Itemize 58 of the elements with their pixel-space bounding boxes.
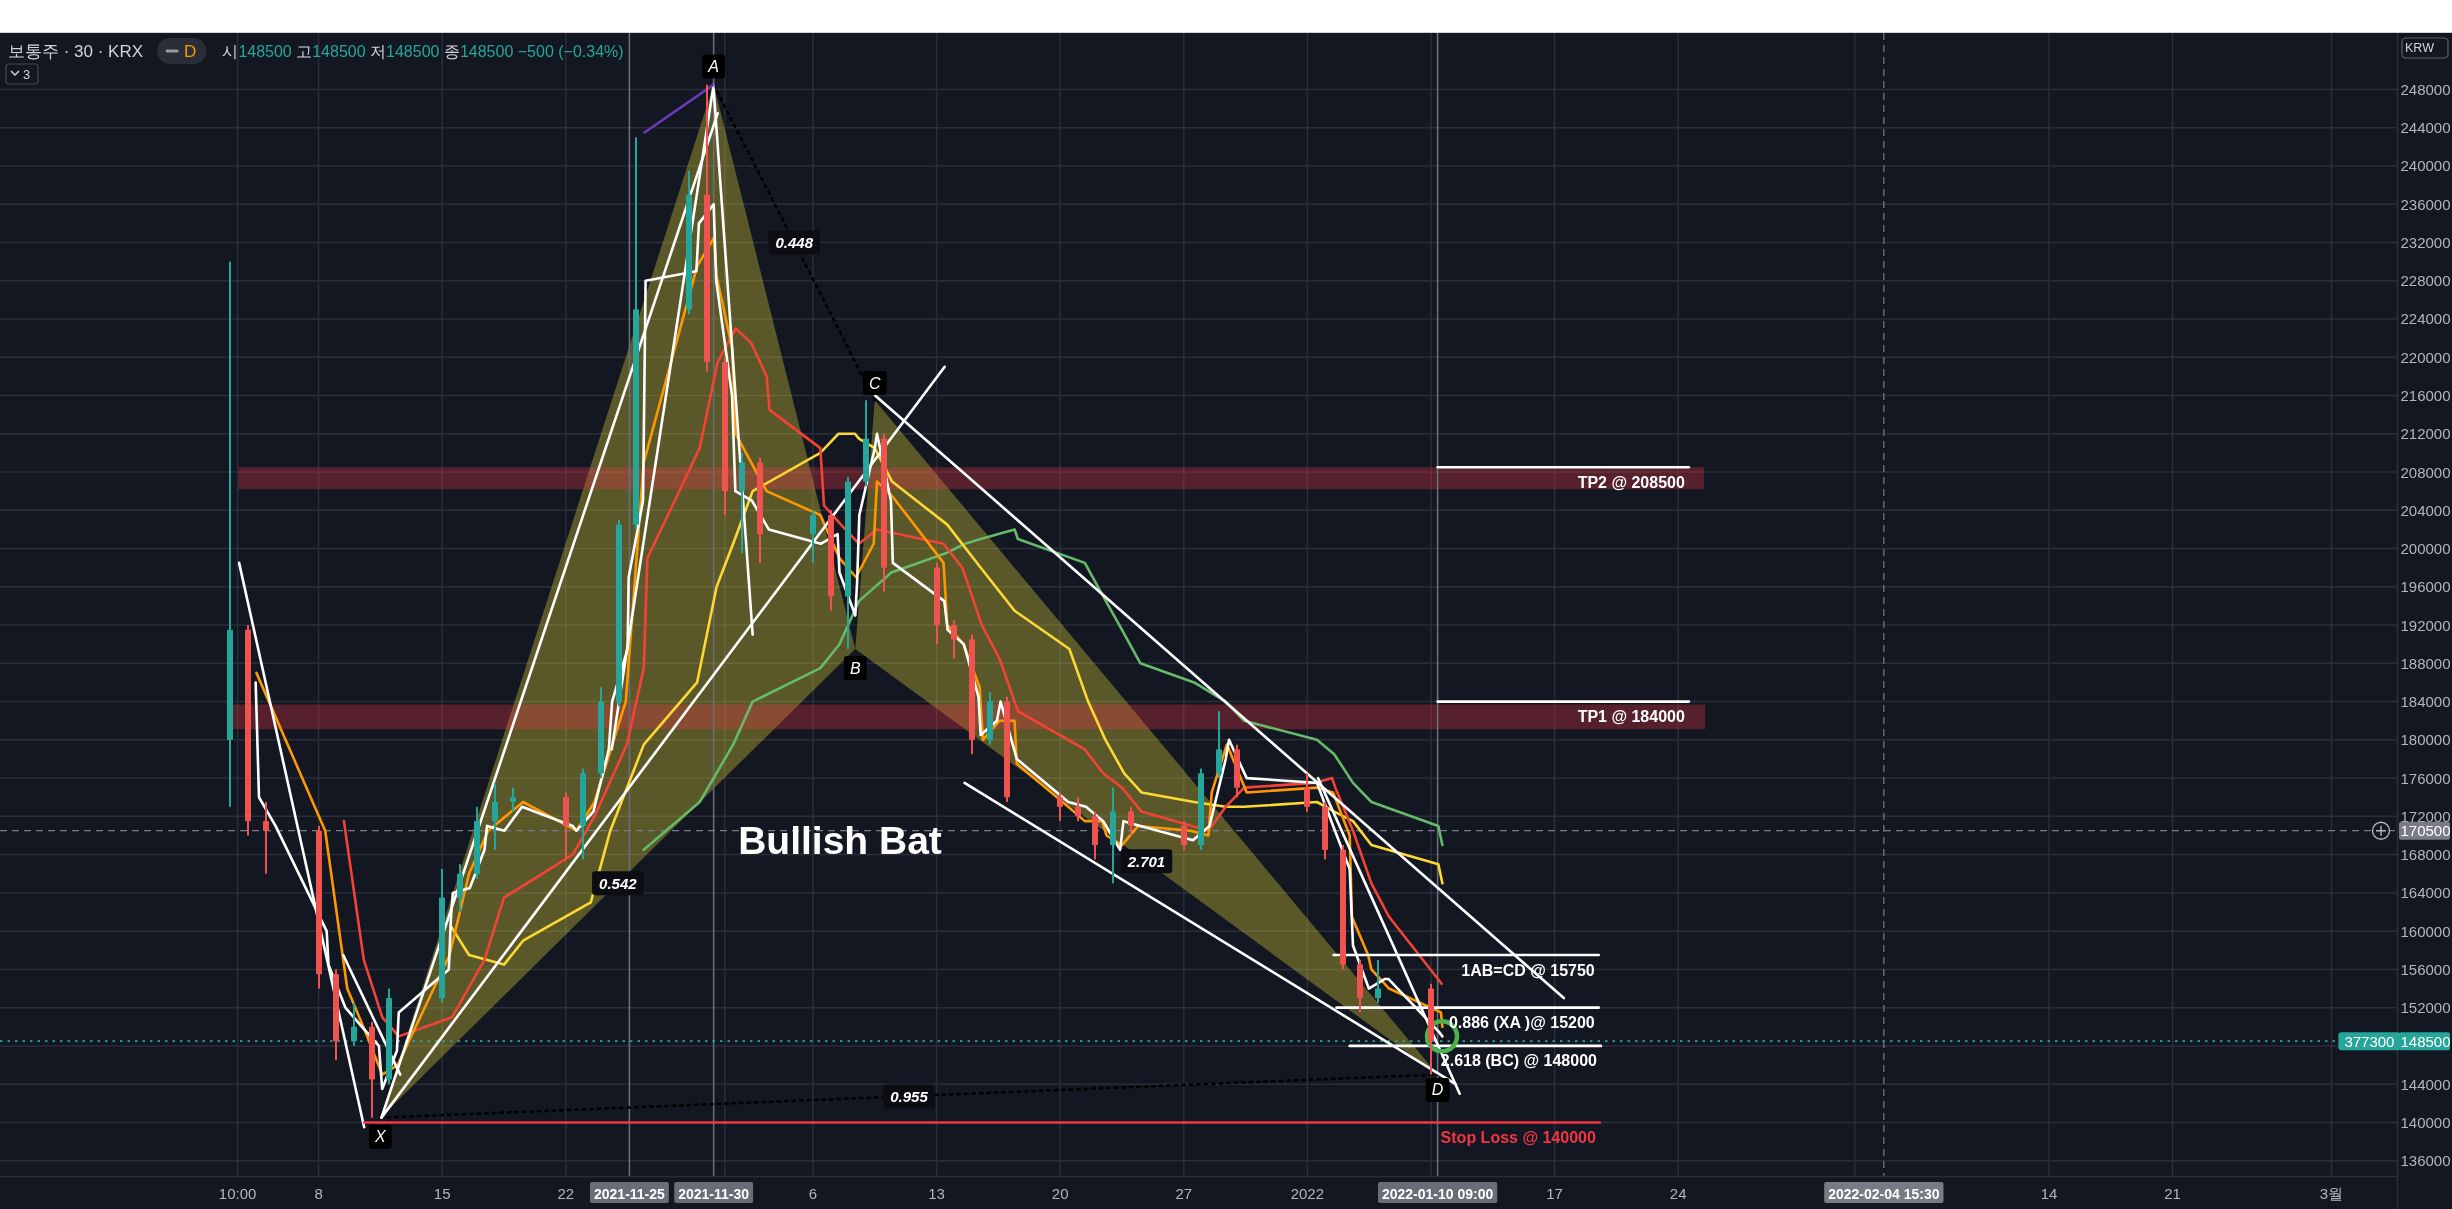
x-tick-label: 8 [314,1185,323,1202]
y-tick-label: 136000 [2400,1152,2451,1170]
annotation: Bullish Bat [738,818,942,862]
y-tick-label: 244000 [2400,119,2451,137]
y-tick-label: 200000 [2400,540,2451,558]
y-tick-label: 140000 [2400,1113,2451,1131]
y-tick-label: 236000 [2400,195,2451,213]
y-tick-label: 232000 [2400,233,2451,251]
y-tick-label: 164000 [2400,884,2451,902]
y-tick-label: 208000 [2400,463,2451,481]
subtitle: 시148500 고148500 저148500 종148500 −500 (−0.34%) [222,43,624,60]
y-tick-label: 204000 [2400,501,2451,519]
y-tick-label: 156000 [2400,960,2451,978]
x-tick-label: 22 [557,1185,575,1202]
x-tick-label: 14 [2040,1185,2058,1202]
y-tick-label: 152000 [2400,999,2451,1017]
annotation: A [707,57,719,75]
y-tick-label: 176000 [2400,769,2451,787]
x-tick-label: 2022 [1290,1185,1325,1202]
y-tick-label: 212000 [2400,425,2451,443]
annotation: D [184,41,197,61]
annotation: 2.701 [1126,852,1166,870]
annotation: D [1431,1081,1444,1099]
x-tick-label: 17 [1546,1185,1563,1202]
y-tick-label: 184000 [2400,693,2451,711]
y-tick-label: 228000 [2400,272,2451,290]
y-tick-label: 220000 [2400,348,2451,366]
annotation: B [849,659,861,677]
x-tick-label: 21 [2164,1185,2181,1202]
x-tick-label: 13 [928,1185,945,1202]
annotation: 377300 [2344,1032,2395,1050]
y-tick-label: 180000 [2400,731,2451,749]
y-tick-label: 188000 [2400,654,2451,672]
y-tick-label: 144000 [2400,1075,2451,1093]
y-tick-label: 224000 [2400,310,2451,328]
y-tick-label: 168000 [2400,846,2451,864]
annotation: C [869,374,881,392]
x-tick-label: 10:00 [218,1185,257,1202]
x-tick-label: 3월 [2319,1185,2344,1202]
button: 3 [5,63,39,85]
y-tick-label: 240000 [2400,157,2451,175]
x-tick-label: 27 [1175,1185,1193,1202]
annotation: X [374,1128,388,1146]
annotation: 0.542 [599,874,638,892]
annotation: 0.955 [890,1088,929,1106]
x-tick-label: 20 [1051,1185,1069,1202]
y-tick-label: 216000 [2400,387,2451,405]
text: 보통주 · 30 · KRX [8,42,144,61]
annotation: 0.448 [775,233,814,251]
y-tick-label: 160000 [2400,922,2451,940]
x-tick-label: 15 [433,1185,451,1202]
y-tick-label: 196000 [2400,578,2451,596]
y-tick-label: 192000 [2400,616,2451,634]
x-tick-label: 24 [1669,1185,1687,1202]
y-tick-label: 248000 [2400,80,2451,98]
x-tick-label: 6 [808,1185,818,1202]
annotation: 3 [23,66,31,82]
unit-button: KRW [2401,37,2449,59]
